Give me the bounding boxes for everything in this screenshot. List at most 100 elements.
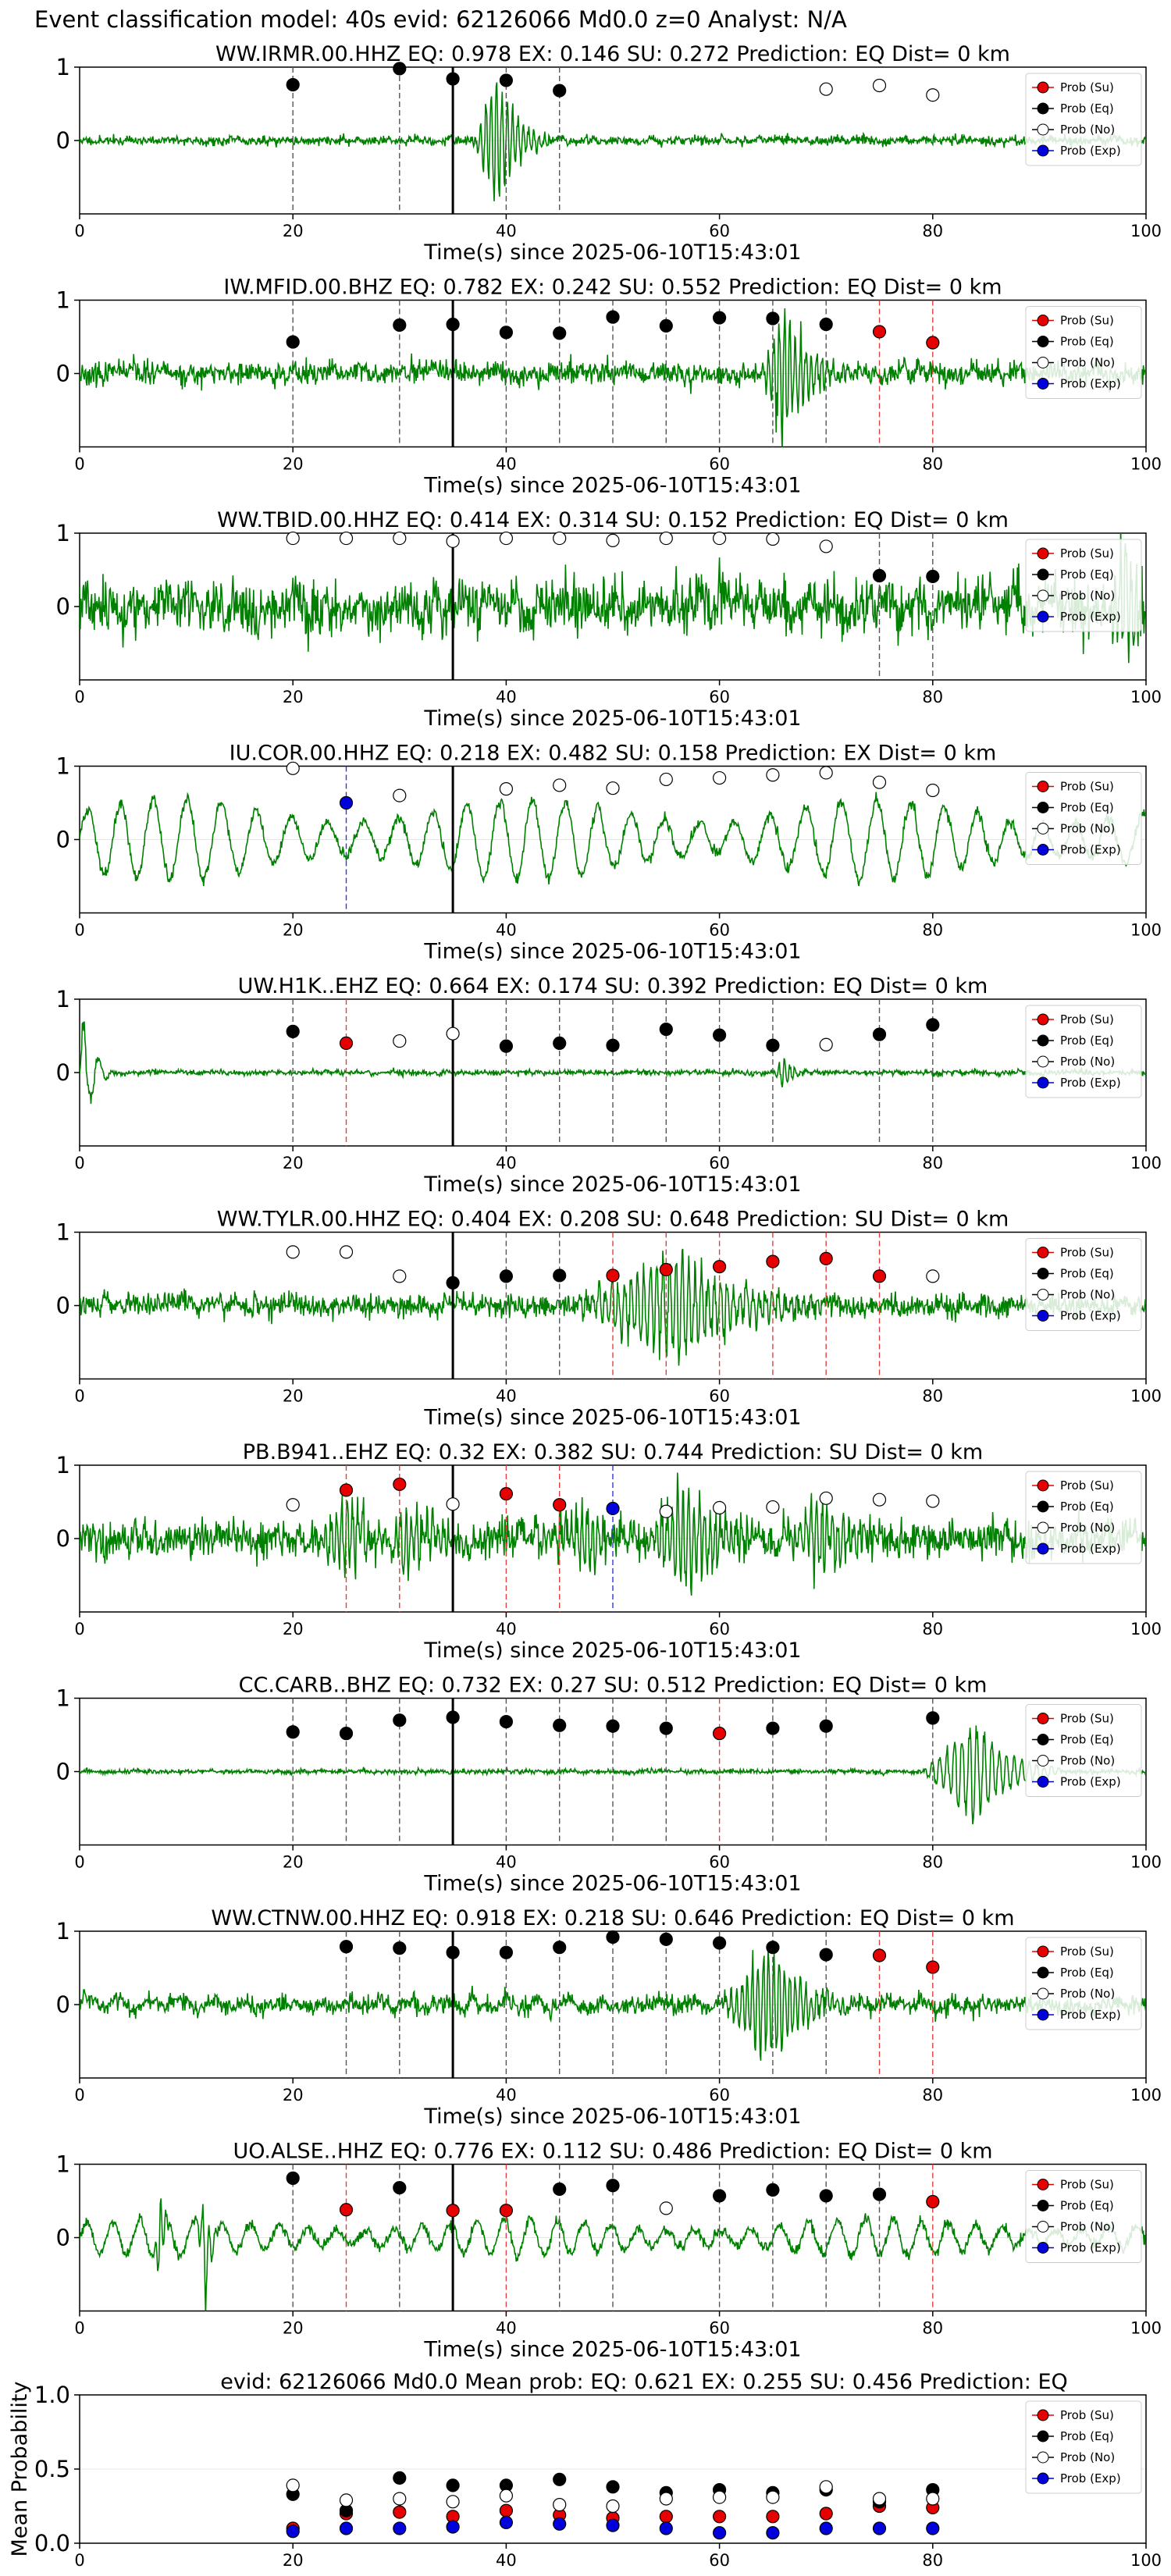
x-tick-label: 100 xyxy=(1130,921,1162,940)
legend-marker xyxy=(1037,2008,1049,2021)
prob-point xyxy=(339,1245,354,1259)
legend-label: Prob (Eq) xyxy=(1060,801,1114,815)
prob-point xyxy=(926,1960,940,1974)
x-tick-label: 20 xyxy=(283,688,304,706)
mean-prob-point xyxy=(766,2510,780,2524)
prob-point xyxy=(553,778,567,792)
legend-label: Prob (Eq) xyxy=(1060,335,1114,349)
legend-label: Prob (Eq) xyxy=(1060,1267,1114,1281)
y-tick-label: 0 xyxy=(56,2225,70,2251)
mean-prob-point xyxy=(872,2492,887,2506)
station-panel: IW.MFID.00.BHZ EQ: 0.782 EX: 0.242 SU: 0… xyxy=(56,276,1162,498)
y-tick-label: 1 xyxy=(56,520,70,546)
legend-marker xyxy=(1037,844,1049,856)
prob-point xyxy=(926,88,940,102)
panel-title: WW.CTNW.00.HHZ EQ: 0.918 EX: 0.218 SU: 0… xyxy=(211,1906,1014,1930)
prob-point xyxy=(393,1941,407,1955)
mean-prob-point xyxy=(393,2505,407,2519)
legend: Prob (Su) Prob (Eq) Prob (No) Prob (Exp) xyxy=(1025,1704,1142,1797)
prob-point xyxy=(499,1487,514,1501)
legend-frame xyxy=(1025,306,1142,399)
x-tick-label: 40 xyxy=(496,222,517,240)
x-tick-label: 60 xyxy=(709,455,730,474)
legend-marker xyxy=(1037,1755,1049,1767)
waveform-trace xyxy=(80,308,1146,447)
mean-prob-point xyxy=(606,2499,620,2514)
mean-prob-point xyxy=(446,2495,460,2509)
legend-marker xyxy=(1037,1500,1049,1513)
station-panel: WW.CTNW.00.HHZ EQ: 0.918 EX: 0.218 SU: 0… xyxy=(56,1906,1162,2129)
x-tick-label: 80 xyxy=(922,1620,943,1638)
x-tick-label: 80 xyxy=(922,455,943,474)
prob-point xyxy=(819,1491,833,1505)
x-tick-label: 80 xyxy=(922,1154,943,1172)
x-tick-label: 100 xyxy=(1130,455,1162,474)
prob-point xyxy=(606,1719,620,1733)
x-tick-label: 60 xyxy=(709,1154,730,1172)
legend-marker xyxy=(1037,2451,1049,2464)
panel-title: IW.MFID.00.BHZ EQ: 0.782 EX: 0.242 SU: 0… xyxy=(223,276,1002,300)
x-tick-label: 100 xyxy=(1130,2319,1162,2338)
legend-marker xyxy=(1037,1479,1049,1492)
prob-point xyxy=(553,1498,567,1512)
legend-marker xyxy=(1037,123,1049,136)
legend-label: Prob (No) xyxy=(1060,356,1115,370)
legend-marker xyxy=(1037,2430,1049,2443)
x-tick-label: 80 xyxy=(922,921,943,940)
x-tick-label: 40 xyxy=(496,1387,517,1406)
legend-frame xyxy=(1025,772,1142,865)
y-tick-label: 1 xyxy=(56,1219,70,1246)
prob-point xyxy=(819,317,833,332)
prob-point xyxy=(446,1276,460,1290)
y-tick-label: 0 xyxy=(56,361,70,387)
legend-label: Prob (Eq) xyxy=(1060,1500,1114,1514)
mean-prob-point xyxy=(712,2510,727,2524)
prob-point xyxy=(712,1260,727,1274)
legend-label: Prob (Eq) xyxy=(1060,568,1114,582)
y-tick-label: 0 xyxy=(56,1759,70,1785)
prob-point xyxy=(393,1477,407,1492)
x-tick-label: 40 xyxy=(496,1154,517,1172)
legend: Prob (Su) Prob (Eq) Prob (No) Prob (Exp) xyxy=(1025,539,1142,632)
legend-label: Prob (Eq) xyxy=(1060,101,1114,116)
prob-point xyxy=(712,1500,727,1515)
prob-point xyxy=(606,1501,620,1516)
legend-label: Prob (No) xyxy=(1060,2450,1115,2464)
prob-point xyxy=(286,1245,300,1259)
x-axis-label: Time(s) since 2025-06-10T15:43:01 xyxy=(423,706,801,731)
x-tick-label: 60 xyxy=(709,921,730,940)
legend-marker xyxy=(1037,1945,1049,1958)
prob-point xyxy=(553,1941,567,1955)
prob-point xyxy=(553,84,567,98)
station-panel: UW.H1K..EHZ EQ: 0.664 EX: 0.174 SU: 0.39… xyxy=(56,974,1162,1197)
mean-prob-point xyxy=(766,2526,780,2540)
prob-point xyxy=(393,1713,407,1727)
prob-point xyxy=(339,2203,354,2217)
prob-point xyxy=(819,1251,833,1265)
prob-point xyxy=(872,325,887,339)
prob-point xyxy=(446,1945,460,1959)
prob-point xyxy=(659,1721,673,1735)
prob-point xyxy=(766,311,780,326)
legend-marker xyxy=(1037,1076,1049,1089)
legend-marker xyxy=(1037,1055,1049,1068)
x-tick-label: 40 xyxy=(496,2551,517,2570)
prob-point xyxy=(286,335,300,349)
y-tick-label: 1 xyxy=(56,1452,70,1478)
prob-point xyxy=(872,1493,887,1507)
prob-point xyxy=(659,772,673,787)
mean-prob-point xyxy=(446,2478,460,2492)
prob-point xyxy=(286,1498,300,1512)
legend-marker xyxy=(1037,378,1049,390)
waveform-trace xyxy=(80,82,1146,201)
x-tick-label: 80 xyxy=(922,222,943,240)
prob-point xyxy=(712,2189,727,2203)
legend-label: Prob (No) xyxy=(1060,1055,1115,1069)
prob-point xyxy=(766,1721,780,1735)
legend-marker xyxy=(1037,2242,1049,2254)
x-tick-label: 0 xyxy=(74,455,84,474)
legend-label: Prob (No) xyxy=(1060,2220,1115,2234)
y-tick-label: 1 xyxy=(56,1918,70,1944)
prob-point xyxy=(766,532,780,546)
